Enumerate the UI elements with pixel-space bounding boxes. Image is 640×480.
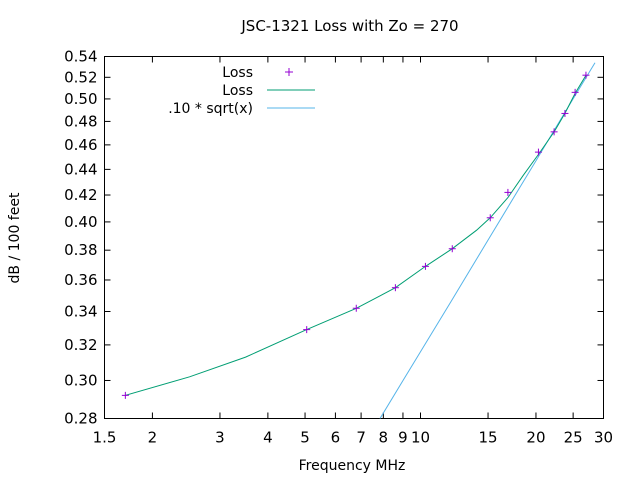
x-axis-label: Frequency MHz <box>299 458 406 474</box>
y-tick-label: 0.32 <box>64 336 97 354</box>
y-axis-label: dB / 100 feet <box>7 192 23 283</box>
data-point <box>421 262 429 270</box>
x-tick-label: 3 <box>215 429 225 447</box>
x-tick-label: 9 <box>398 429 408 447</box>
x-tick-label: 15 <box>478 429 497 447</box>
x-tick-label: 4 <box>263 429 273 447</box>
legend: Loss Loss .10 * sqrt(x) <box>168 65 315 117</box>
x-tick-label: 25 <box>564 429 583 447</box>
data-point <box>504 188 512 196</box>
y-tick-label: 0.30 <box>64 371 97 389</box>
legend-marker <box>285 68 293 76</box>
plot-area-frame <box>104 56 604 419</box>
x-tick-label: 2 <box>148 429 158 447</box>
data-point <box>486 214 494 222</box>
data-point <box>534 148 542 156</box>
x-tick-label: 1.5 <box>93 429 117 447</box>
data-point <box>303 326 311 334</box>
legend-label: .10 * sqrt(x) <box>168 101 253 117</box>
x-tick-label: 5 <box>300 429 310 447</box>
y-tick-label: 0.40 <box>64 213 97 231</box>
data-point <box>561 109 569 117</box>
series-layer <box>121 62 596 419</box>
legend-label: Loss <box>222 65 253 81</box>
y-tick-label: 0.52 <box>64 68 97 86</box>
y-tick-label: 0.46 <box>64 136 97 154</box>
x-tick-label: 6 <box>331 429 341 447</box>
x-tick-label: 20 <box>526 429 545 447</box>
x-axis-ticks: 1.5 2 3 4 5 6 7 8 9 10 15 20 25 30 <box>93 56 613 447</box>
y-tick-label: 0.50 <box>64 90 97 108</box>
y-tick-label: 0.44 <box>64 160 97 178</box>
data-point <box>582 71 590 79</box>
data-point <box>121 391 129 399</box>
data-point <box>550 128 558 136</box>
legend-label: Loss <box>222 83 253 99</box>
y-tick-label: 0.34 <box>64 302 97 320</box>
y-tick-label: 0.48 <box>64 112 97 130</box>
chart-title: JSC-1321 Loss with Zo = 270 <box>240 17 458 35</box>
x-tick-label: 30 <box>594 429 613 447</box>
y-tick-label: 0.38 <box>64 241 97 259</box>
data-point <box>391 284 399 292</box>
series-1-line <box>125 74 587 396</box>
data-point <box>571 88 579 96</box>
y-axis-ticks: 0.28 0.30 0.32 0.34 0.36 0.38 0.40 0.42 0.44 0.46… <box>64 48 604 428</box>
x-tick-label: 7 <box>356 429 366 447</box>
x-tick-label: 8 <box>379 429 389 447</box>
y-tick-label: 0.36 <box>64 271 97 289</box>
data-point <box>352 304 360 312</box>
x-tick-label: 10 <box>411 429 430 447</box>
y-tick-label: 0.28 <box>64 410 97 428</box>
y-tick-label: 0.54 <box>64 48 97 66</box>
data-point <box>448 245 456 253</box>
series-2-line <box>379 62 596 419</box>
y-tick-label: 0.42 <box>64 186 97 204</box>
